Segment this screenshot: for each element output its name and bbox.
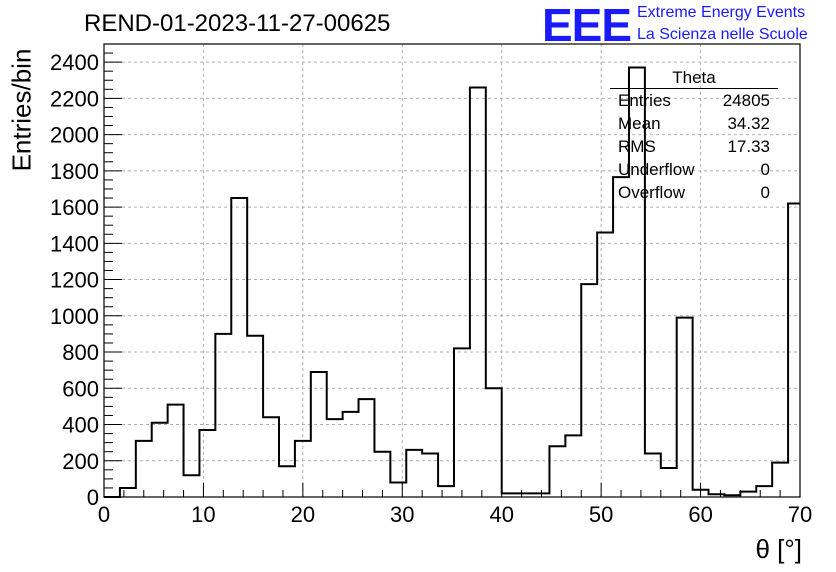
- x-tick-label: 0: [98, 502, 110, 527]
- histogram-bin: [311, 372, 327, 497]
- y-tick-label: 800: [62, 340, 99, 365]
- stats-value: 0: [760, 160, 770, 179]
- histogram-bin: [756, 486, 772, 497]
- y-tick-label: 1200: [50, 268, 99, 293]
- stats-label: Overflow: [618, 183, 686, 202]
- histogram-bin: [565, 435, 581, 497]
- stats-row-entries: Entries 24805: [610, 89, 778, 112]
- stats-value: 24805: [722, 91, 770, 110]
- histogram-bin: [136, 441, 152, 497]
- eee-logo: EEE: [542, 0, 632, 51]
- y-axis-label-box: Entries/bin: [6, 40, 38, 180]
- stats-row-underflow: Underflow 0: [610, 158, 778, 181]
- stats-value: 0: [760, 183, 770, 202]
- histogram-bin: [390, 483, 406, 497]
- histogram-bin: [247, 336, 263, 497]
- x-tick-label: 50: [589, 502, 613, 527]
- histogram-bin: [168, 405, 184, 497]
- y-tick-label: 600: [62, 376, 99, 401]
- y-tick-label: 200: [62, 449, 99, 474]
- y-tick-label: 1400: [50, 231, 99, 256]
- y-tick-label: 1000: [50, 304, 99, 329]
- histogram-bin: [549, 446, 565, 497]
- histogram-series: [104, 66, 800, 498]
- stats-row-overflow: Overflow 0: [610, 181, 778, 204]
- stats-row-rms: RMS 17.33: [610, 135, 778, 158]
- y-tick-label: 1600: [50, 195, 99, 220]
- histogram-bin: [422, 454, 438, 497]
- stats-label: Underflow: [618, 160, 695, 179]
- y-tick-label: 1800: [50, 159, 99, 184]
- x-axis-label: θ [°]: [755, 534, 802, 564]
- histogram-bin: [438, 486, 454, 497]
- axes: [103, 43, 801, 498]
- x-tick-label: 20: [291, 502, 315, 527]
- histogram-bin: [661, 468, 677, 497]
- tick-labels: 0 10 20 30 40 50 60 70 0 200 400 600 800 1000 1200 1400…: [50, 50, 812, 527]
- x-tick-label: 10: [191, 502, 215, 527]
- histogram-bin: [597, 232, 613, 497]
- stats-value: 17.33: [727, 137, 770, 156]
- x-tick-label: 60: [688, 502, 712, 527]
- x-tick-label: 30: [390, 502, 414, 527]
- stats-row-mean: Mean 34.32: [610, 112, 778, 135]
- histogram-bin: [581, 284, 597, 497]
- y-tick-label: 400: [62, 413, 99, 438]
- histogram-bin: [645, 454, 661, 497]
- stats-label: Mean: [618, 114, 661, 133]
- histogram-bin: [406, 450, 422, 497]
- histogram-bin: [152, 423, 168, 497]
- x-tick-label: 40: [489, 502, 513, 527]
- histogram-line: [104, 66, 800, 498]
- histogram-bin: [184, 475, 200, 497]
- grid-lines: [104, 44, 800, 497]
- y-tick-label: 2200: [50, 86, 99, 111]
- stats-label: Entries: [618, 91, 671, 110]
- stats-label: RMS: [618, 137, 656, 156]
- logo-line-1: Extreme Energy Events: [637, 4, 806, 21]
- y-tick-label: 2000: [50, 123, 99, 148]
- y-tick-label: 2400: [50, 50, 99, 75]
- histogram-bin: [470, 87, 486, 497]
- stats-value: 34.32: [727, 114, 770, 133]
- y-tick-label: 0: [87, 485, 99, 510]
- histogram-bin: [359, 399, 375, 497]
- histogram-bin: [613, 177, 629, 497]
- histogram-bin: [199, 430, 215, 497]
- x-tick-label: 70: [788, 502, 812, 527]
- stats-title: Theta: [610, 68, 778, 89]
- histogram-bin: [327, 419, 343, 497]
- histogram-bin: [788, 203, 800, 497]
- histogram-bin: [486, 388, 502, 497]
- chart-title: REND-01-2023-11-27-00625: [84, 10, 391, 37]
- histogram-bin: [454, 348, 470, 497]
- stats-box: Theta Entries 24805 Mean 34.32 RMS 17.33…: [610, 68, 778, 204]
- histogram-bin: [120, 488, 136, 497]
- histogram-bin: [279, 466, 295, 497]
- y-axis-label: Entries/bin: [6, 48, 37, 172]
- histogram-bin: [677, 318, 693, 497]
- histogram-bin: [215, 334, 231, 497]
- logo-line-2: La Scienza nelle Scuole: [637, 26, 808, 43]
- histogram-bin: [263, 417, 279, 497]
